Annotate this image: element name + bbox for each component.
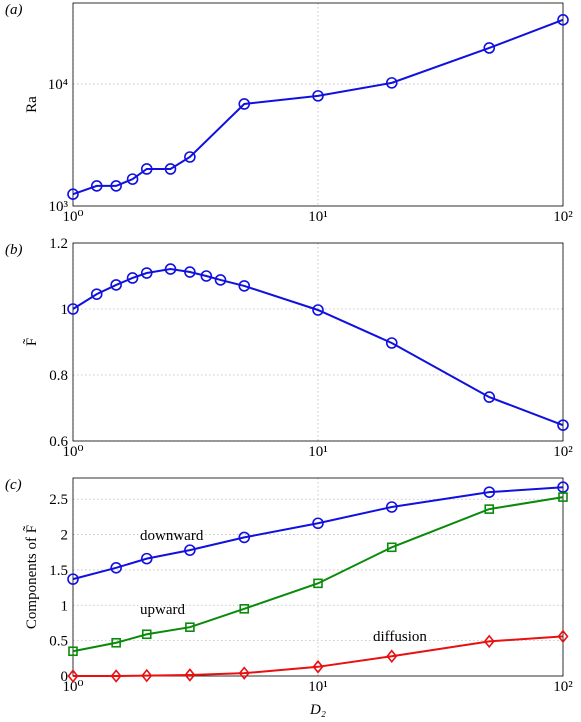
- marker: [184, 151, 196, 163]
- marker: [200, 270, 213, 282]
- marker: [164, 263, 177, 275]
- y-axis-label: F̃: [23, 338, 40, 346]
- y-tick-label: 1: [61, 598, 69, 614]
- marker: [68, 646, 78, 657]
- marker: [312, 517, 324, 530]
- marker: [238, 280, 251, 292]
- x-tick-label: 10²: [553, 444, 573, 460]
- x-axis-label: D₂: [309, 702, 326, 718]
- marker: [238, 666, 250, 680]
- marker: [185, 622, 195, 633]
- series-line: [72, 496, 564, 653]
- marker: [239, 604, 250, 614]
- marker: [90, 180, 103, 192]
- marker: [483, 634, 495, 649]
- marker: [557, 481, 569, 493]
- marker: [126, 173, 139, 185]
- marker: [110, 279, 122, 291]
- marker: [238, 531, 251, 544]
- x-tick-label: 10⁰: [62, 444, 83, 460]
- marker: [385, 77, 398, 89]
- series-line: [73, 635, 564, 677]
- marker: [385, 501, 398, 513]
- marker: [484, 504, 495, 514]
- marker: [214, 274, 227, 286]
- marker: [141, 629, 152, 640]
- marker: [312, 660, 324, 674]
- marker: [386, 649, 398, 663]
- annotation: downward: [140, 528, 204, 544]
- y-tick-label: 0.8: [49, 368, 68, 384]
- series-line: [72, 268, 564, 427]
- x-tick-label: 10⁰: [62, 679, 83, 695]
- marker: [312, 90, 324, 102]
- y-tick-label: 1: [61, 302, 69, 318]
- marker: [110, 669, 122, 683]
- panel-label: (c): [5, 477, 22, 493]
- x-tick-label: 10⁰: [62, 209, 83, 225]
- marker: [67, 303, 79, 315]
- marker: [110, 562, 122, 574]
- marker: [141, 668, 153, 683]
- x-tick-label: 10²: [553, 679, 573, 695]
- plot-frame: [72, 242, 564, 442]
- marker: [67, 669, 79, 683]
- marker: [313, 578, 323, 589]
- y-tick-label: 0.6: [49, 434, 68, 450]
- series-line: [72, 486, 564, 581]
- y-tick-label: 0: [61, 669, 69, 685]
- y-tick-label: 1.2: [49, 236, 68, 252]
- marker: [557, 629, 569, 644]
- marker: [483, 42, 496, 54]
- y-axis-label: Ra: [24, 96, 40, 113]
- marker: [140, 552, 153, 565]
- marker: [238, 98, 251, 110]
- marker: [312, 304, 324, 316]
- marker: [184, 544, 196, 556]
- panel-label: (b): [5, 242, 23, 258]
- marker: [90, 288, 103, 300]
- annotation: diffusion: [373, 629, 427, 645]
- y-tick-label: 2.5: [49, 492, 68, 508]
- panel-label: (a): [5, 2, 23, 18]
- x-tick-label: 10¹: [308, 679, 328, 695]
- marker: [67, 573, 79, 585]
- y-tick-label: 2: [61, 528, 69, 544]
- marker: [557, 419, 569, 431]
- marker: [140, 163, 153, 175]
- y-axis-label: Components of F̃: [23, 525, 40, 629]
- marker: [184, 668, 196, 682]
- marker: [483, 391, 496, 403]
- marker: [558, 492, 568, 502]
- annotation: upward: [140, 602, 185, 618]
- plot-frame: [72, 477, 564, 677]
- marker: [110, 180, 122, 192]
- plot-frame: [72, 2, 564, 207]
- marker: [557, 14, 569, 26]
- marker: [386, 542, 397, 553]
- y-tick-label: 0.5: [49, 634, 68, 650]
- marker: [483, 486, 496, 498]
- y-tick-label: 10⁴: [48, 77, 68, 93]
- marker: [385, 337, 398, 349]
- marker: [184, 266, 196, 278]
- y-tick-label: 10³: [49, 199, 69, 215]
- marker: [67, 188, 79, 200]
- marker: [126, 272, 139, 284]
- y-tick-label: 1.5: [49, 563, 68, 579]
- marker: [111, 637, 121, 648]
- marker: [140, 267, 153, 279]
- x-tick-label: 10²: [553, 209, 573, 225]
- x-tick-label: 10¹: [308, 209, 328, 225]
- x-tick-label: 10¹: [308, 444, 328, 460]
- marker: [164, 163, 177, 175]
- series-line: [72, 18, 564, 196]
